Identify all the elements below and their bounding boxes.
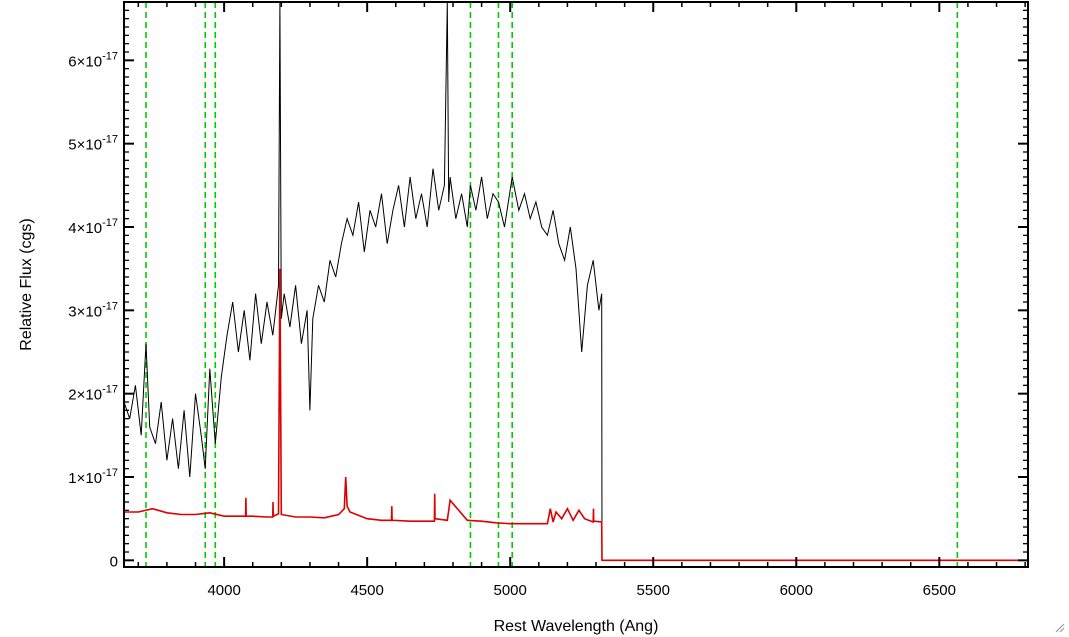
resize-grip-icon[interactable]	[1053, 621, 1065, 633]
reference-lines	[145, 2, 959, 567]
x-tick-label: 6500	[923, 582, 956, 599]
y-tick-label: 6×10-17	[68, 50, 118, 70]
y-tick-label: 1×10-17	[68, 467, 118, 487]
tick-marks	[124, 2, 1028, 567]
y-tick-label: 3×10-17	[68, 300, 118, 320]
y-tick-label: 2×10-17	[68, 384, 118, 404]
x-tick-label: 5000	[494, 582, 527, 599]
x-tick-label: 5500	[637, 582, 670, 599]
series-layer	[123, 1, 1028, 562]
x-axis-title: Rest Wavelength (Ang)	[494, 618, 659, 635]
series-line-1	[123, 1, 1028, 561]
x-tick-label: 4000	[207, 582, 240, 599]
plot-frame	[123, 1, 1029, 568]
y-tick-label: 0	[110, 553, 118, 570]
series-line-2	[124, 268, 1028, 562]
tick-labels: 4000 4500 5000 5500 6000 6500 0 1×10-17 2×10-17 3…	[68, 50, 956, 599]
x-tick-label: 4500	[350, 582, 383, 599]
y-tick-label: 4×10-17	[68, 217, 118, 237]
y-axis-title: Relative Flux (cgs)	[18, 218, 35, 350]
y-tick-label: 5×10-17	[68, 134, 118, 154]
x-tick-label: 6000	[780, 582, 813, 599]
